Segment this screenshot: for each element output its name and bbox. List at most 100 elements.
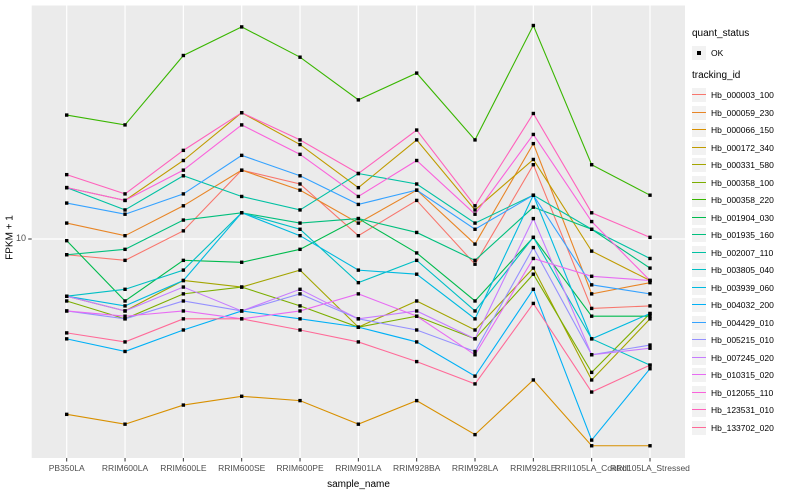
data-point <box>123 258 127 263</box>
data-point <box>298 233 302 238</box>
data-point <box>64 309 69 313</box>
legend-item: Hb_001904_030 <box>692 210 798 225</box>
data-point <box>298 292 302 296</box>
data-point <box>414 230 419 235</box>
legend-color-line-icon <box>692 409 706 411</box>
y-tick-label: 10 <box>15 233 26 243</box>
legend-key <box>692 228 706 242</box>
legend-key <box>692 123 706 137</box>
legend-item: Hb_000331_580 <box>692 158 798 172</box>
data-point <box>531 256 536 261</box>
data-point <box>473 337 477 341</box>
data-point <box>298 152 302 157</box>
data-point <box>123 304 127 308</box>
data-point <box>239 194 244 199</box>
data-point <box>181 229 186 233</box>
data-point <box>589 378 594 382</box>
x-tick-label: RRIM901LA <box>335 463 382 473</box>
x-tick-label: RRII105LA_Stressed <box>610 463 690 473</box>
data-point <box>298 398 302 403</box>
legend-item: Hb_123531_010 <box>692 403 798 417</box>
data-point <box>356 422 361 426</box>
legend-item: Hb_000059_230 <box>692 105 798 120</box>
legend-color-line-icon <box>692 181 706 183</box>
data-point <box>123 314 127 318</box>
data-point <box>414 314 419 318</box>
legend-item-label: Hb_000003_100 <box>711 90 774 100</box>
data-point <box>64 331 69 335</box>
legend: quant_status OK tracking_id Hb_000003_10… <box>692 28 798 445</box>
data-point <box>589 163 594 167</box>
data-point <box>648 444 652 448</box>
data-point <box>473 258 477 263</box>
data-point <box>648 235 652 240</box>
point-icon <box>697 51 701 55</box>
data-point <box>356 340 361 344</box>
data-point <box>589 444 594 448</box>
legend-item-label: Hb_012055_110 <box>711 387 774 398</box>
data-point <box>356 98 361 102</box>
data-point <box>356 268 361 272</box>
data-point <box>356 292 361 296</box>
legend-item-label: Hb_000059_230 <box>711 107 774 118</box>
data-point <box>531 266 536 270</box>
legend-item-label: Hb_123531_010 <box>711 405 774 415</box>
data-point <box>239 285 244 289</box>
data-point <box>64 299 69 303</box>
legend-item-label: Hb_005215_010 <box>711 335 774 345</box>
data-point <box>239 168 244 172</box>
legend-item: Hb_003939_060 <box>692 280 798 295</box>
legend-item-ok: OK <box>692 46 798 60</box>
data-point <box>648 256 652 261</box>
data-point <box>64 201 69 205</box>
x-tick-label: RRIM928LA <box>452 463 499 473</box>
data-point <box>414 398 419 403</box>
x-tick-label: RRIM600LE <box>160 463 207 473</box>
data-point <box>356 233 361 238</box>
data-point <box>181 309 186 313</box>
legend-color-line-icon <box>692 251 706 253</box>
data-point <box>531 205 536 209</box>
data-point <box>298 247 302 252</box>
data-point <box>414 258 419 263</box>
data-point <box>298 317 302 321</box>
data-point <box>356 202 361 207</box>
legend-color-line-icon <box>692 356 706 358</box>
data-point <box>589 249 594 253</box>
data-point <box>356 194 361 199</box>
data-point <box>298 309 302 313</box>
legend-color-line-icon <box>692 146 706 148</box>
legend-item: Hb_000003_100 <box>692 88 798 102</box>
data-point <box>648 343 652 347</box>
data-point <box>473 262 477 266</box>
legend-color-line-icon <box>692 391 706 393</box>
data-point <box>589 227 594 231</box>
legend-title-quant-status: quant_status <box>692 28 750 39</box>
data-point <box>473 212 477 216</box>
data-point <box>414 272 419 276</box>
data-point <box>414 182 419 186</box>
data-point <box>473 317 477 321</box>
data-point <box>473 349 477 354</box>
data-point <box>239 260 244 264</box>
legend-key <box>692 350 706 365</box>
data-point <box>589 353 594 357</box>
data-point <box>181 268 186 272</box>
legend-item: Hb_010315_020 <box>692 368 798 382</box>
data-point <box>181 204 186 208</box>
data-point <box>414 188 419 192</box>
data-point <box>589 292 594 296</box>
legend-item: Hb_000358_220 <box>692 193 798 207</box>
data-point <box>414 359 419 364</box>
data-point <box>589 337 594 341</box>
data-point <box>531 378 536 382</box>
data-point <box>531 111 536 116</box>
legend-key <box>692 175 706 190</box>
x-axis-title: sample_name <box>327 479 390 490</box>
legend-color-line-icon <box>692 111 706 113</box>
data-point <box>356 171 361 176</box>
data-point <box>414 309 419 313</box>
legend-key <box>692 193 706 207</box>
